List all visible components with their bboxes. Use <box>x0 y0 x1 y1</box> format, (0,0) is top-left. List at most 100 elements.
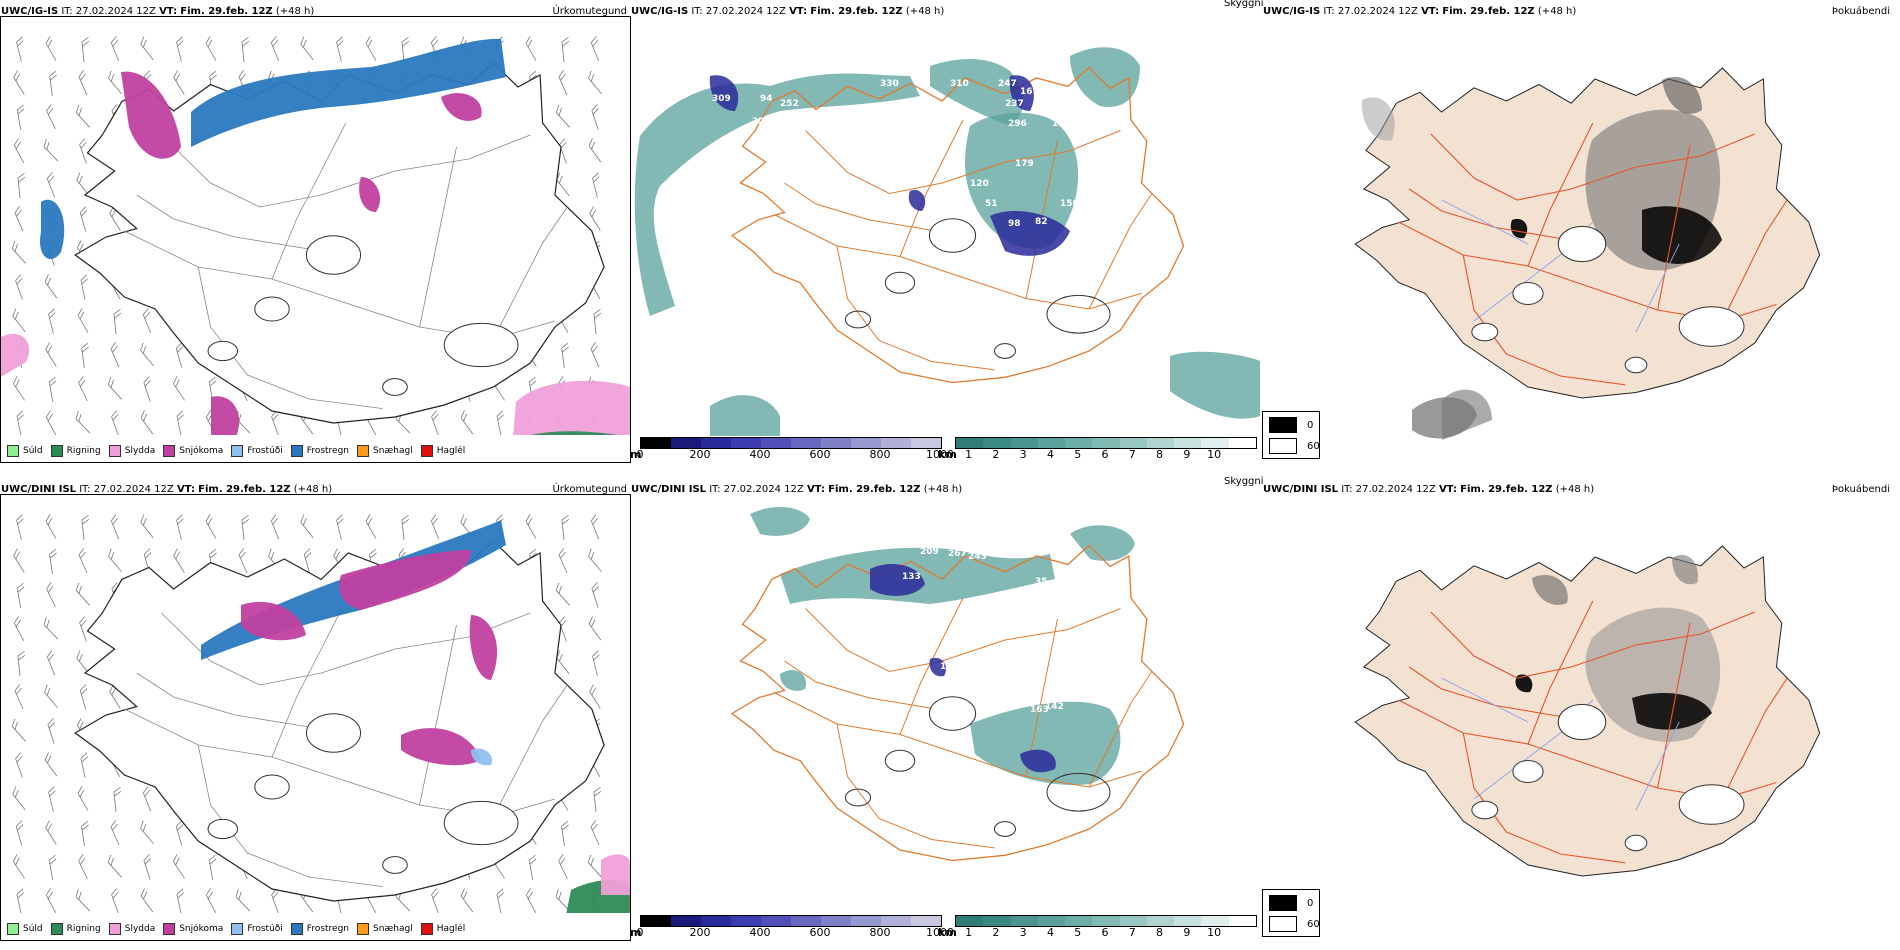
ceiling-label: 51 <box>985 199 998 209</box>
road <box>419 624 457 806</box>
colorbar-segment <box>761 916 791 926</box>
model-name: UWC/DINI ISL <box>1263 484 1339 495</box>
ceiling-label: 120 <box>970 179 989 189</box>
glacier <box>1471 322 1499 342</box>
wind-barb <box>590 342 600 368</box>
ceiling-label: 15 <box>998 543 1011 553</box>
legend-label: Snæhagl <box>373 446 413 456</box>
ceiling-label: 126 <box>975 702 994 712</box>
ceiling-label: 142 <box>1045 702 1064 712</box>
wind-barb <box>49 70 57 96</box>
colorbar-tick: 5 <box>1074 448 1082 461</box>
wind-barb <box>14 684 24 710</box>
colorbar-segment <box>1228 916 1256 926</box>
lead-time: (+48 h) <box>1537 6 1577 17</box>
wind-barb <box>525 888 537 914</box>
legend-background <box>1 435 630 462</box>
colorbar-segment <box>911 916 941 926</box>
wind-barb <box>81 820 89 846</box>
road <box>197 266 383 409</box>
glacier <box>443 800 519 846</box>
colorbar-tick: 4 <box>1046 926 1054 939</box>
ceiling-area <box>1020 749 1056 773</box>
glacier <box>1471 800 1499 820</box>
lead-time: (+48 h) <box>1555 484 1595 495</box>
legend-label: Snjókoma <box>179 446 224 456</box>
glacier <box>207 340 239 362</box>
colorbar-tick: 4 <box>1046 448 1054 461</box>
wind-barb <box>300 36 314 61</box>
legend-item: Slydda <box>108 923 155 935</box>
panel-header: UWC/DINI ISL IT: 27.02.2024 12Z VT: Fim.… <box>1 484 332 495</box>
precip-panel-row2: UWC/DINI ISL IT: 27.02.2024 12Z VT: Fim.… <box>0 478 631 943</box>
wind-barb <box>81 37 90 62</box>
road <box>1408 188 1561 240</box>
wind-barb <box>78 70 88 96</box>
colorbar-segment <box>1037 916 1066 926</box>
wind-barb <box>430 514 440 540</box>
colorbar-tick: 200 <box>689 926 711 939</box>
wind-barb <box>235 888 251 912</box>
wind-barb <box>111 410 119 436</box>
legend-item: Rigning <box>50 445 101 457</box>
it-label: IT: <box>691 6 703 17</box>
precip-area <box>1 333 30 377</box>
road <box>1721 199 1788 322</box>
colorbar-tick: 600 <box>809 926 831 939</box>
precip-area <box>401 728 481 766</box>
ceiling-label: 209 <box>920 547 939 557</box>
road <box>1657 622 1691 789</box>
wind-barb <box>45 36 57 61</box>
ceiling-area <box>990 211 1070 256</box>
ceiling-label: 137 <box>940 662 959 672</box>
glacier <box>1678 784 1745 825</box>
wind-barb <box>11 718 26 742</box>
panel-title: Þokuábendi <box>1831 484 1890 495</box>
colorbar-tick: 600 <box>809 448 831 461</box>
glacier <box>1557 225 1607 263</box>
wind-barb <box>561 37 570 62</box>
precip-legend: Súld Rigning Slydda Snjókoma Frostúði Frostre… <box>7 445 465 457</box>
legend-item: Frostregn <box>290 445 350 457</box>
wind-barb <box>176 888 185 914</box>
wind-barb <box>525 36 537 61</box>
glacier <box>1624 356 1648 374</box>
wind-barb <box>143 376 151 402</box>
colorbar-segment <box>1092 916 1120 926</box>
glacier <box>928 696 977 731</box>
wind-barb <box>13 616 25 642</box>
fog-area <box>1672 554 1698 585</box>
fog-area <box>1532 574 1568 606</box>
wind-barb <box>140 410 154 435</box>
wind-barb <box>78 548 88 574</box>
fog-area-offshore <box>1412 397 1477 439</box>
vt-label: VT: <box>176 484 195 495</box>
road <box>136 194 309 250</box>
wind-barb <box>525 514 537 539</box>
lead-time: (+48 h) <box>275 6 315 17</box>
legend-label: Rigning <box>66 924 101 934</box>
road <box>1408 666 1561 718</box>
legend-item: Slydda <box>108 445 155 457</box>
glacier <box>1557 703 1607 741</box>
glacier <box>1624 834 1648 852</box>
wind-barb <box>300 514 314 539</box>
ceiling-label: 237 <box>1005 99 1024 109</box>
ceiling-label: 267 <box>948 549 967 559</box>
ceiling-area <box>709 75 739 111</box>
colorbar-segment <box>821 916 851 926</box>
colorbar-segment <box>1174 916 1202 926</box>
visibility-area <box>780 669 806 691</box>
vis-unit: km <box>938 926 957 939</box>
road <box>784 660 932 709</box>
legend-label: Frostregn <box>306 446 350 456</box>
ceiling-label: 133 <box>902 572 921 582</box>
fog-legend-high: 60 <box>1307 918 1320 930</box>
wind-barb <box>13 70 25 95</box>
it-value: 27.02.2024 12Z <box>93 484 174 495</box>
colorbar-segment <box>641 438 671 448</box>
ceiling-label: 98 <box>1008 219 1021 229</box>
wind-barb <box>48 786 56 812</box>
colorbar-tick: 400 <box>749 448 771 461</box>
